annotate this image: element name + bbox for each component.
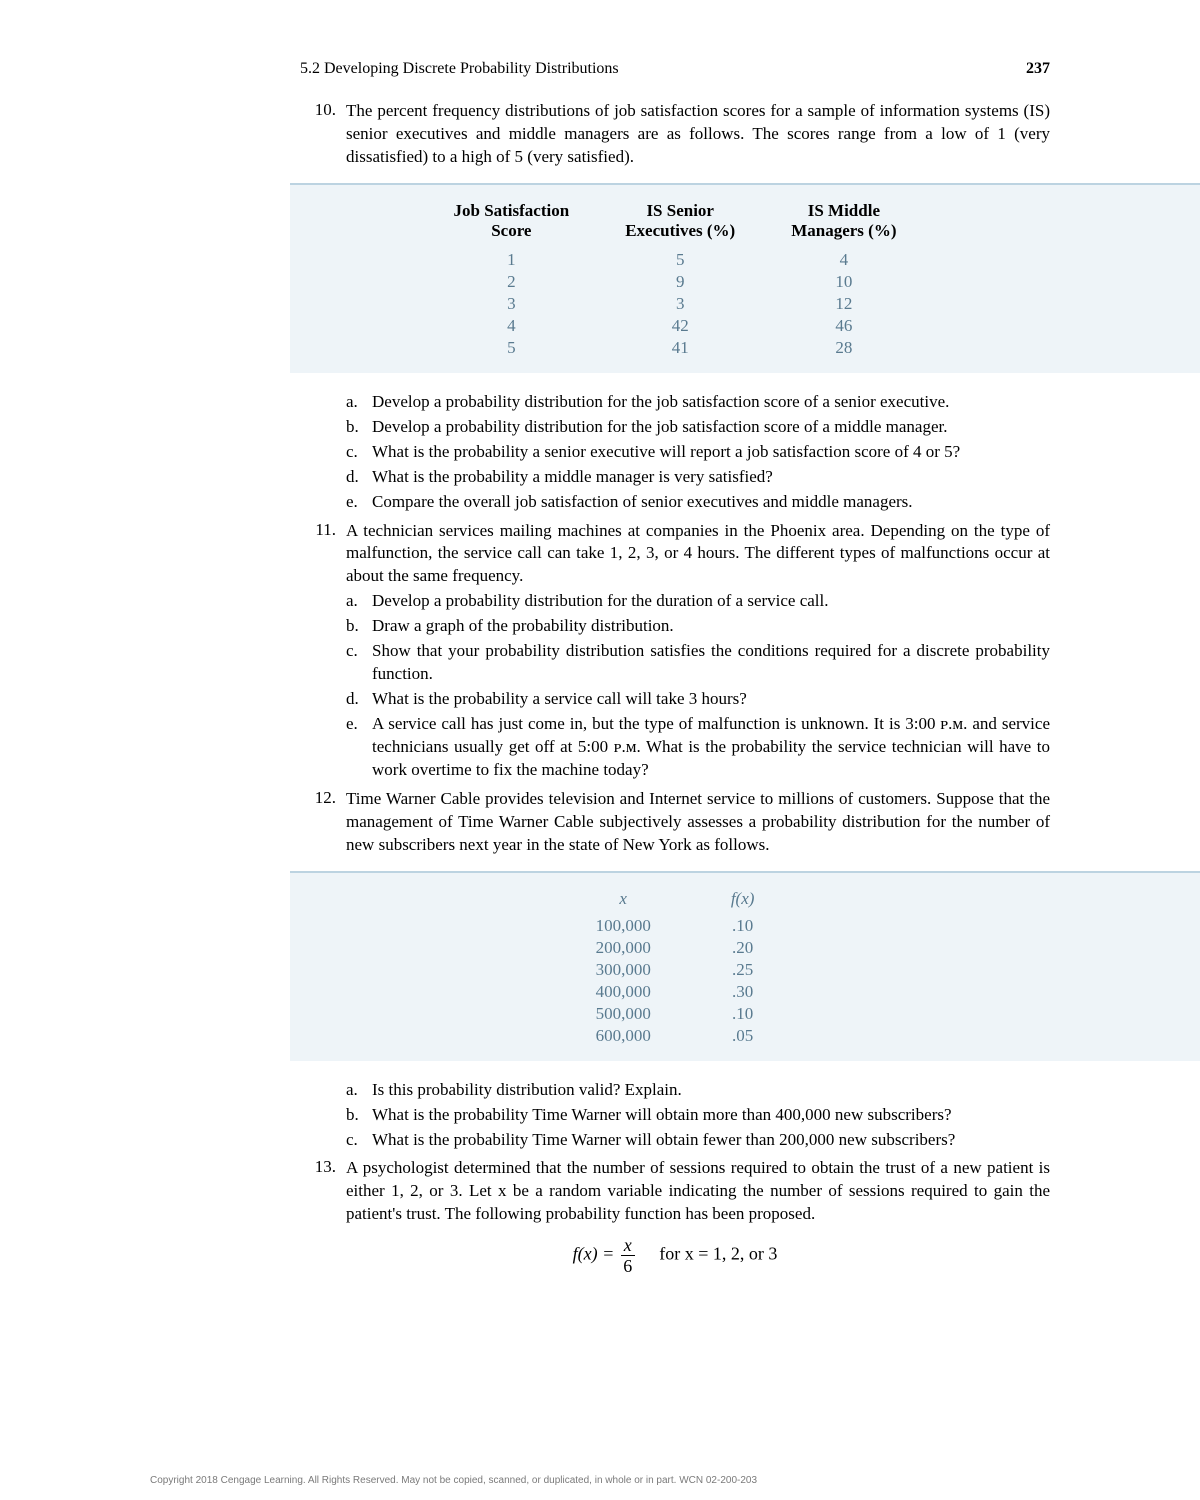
table-row: 44246 [425, 315, 924, 337]
sub-b: b.Draw a graph of the probability distri… [346, 615, 1050, 638]
sub-c: c.What is the probability Time Warner wi… [346, 1129, 1050, 1152]
problem-number: 10. [300, 100, 346, 169]
fraction: x 6 [621, 1236, 635, 1275]
section-label: 5.2 Developing Discrete Probability Dist… [300, 60, 619, 78]
problem-number: 13. [300, 1157, 346, 1226]
col-header: Job SatisfactionScore [425, 199, 597, 249]
sub-e: e.A service call has just come in, but t… [346, 713, 1050, 782]
problem-number: 12. [300, 788, 346, 857]
table: Job SatisfactionScore IS SeniorExecutive… [425, 199, 924, 359]
sub-a: a.Is this probability distribution valid… [346, 1079, 1050, 1102]
table-row: 400,000.30 [556, 981, 795, 1003]
equation: f(x) = x 6 for x = 1, 2, or 3 [300, 1236, 1050, 1275]
page-number: 237 [1026, 60, 1050, 78]
problem-text: The percent frequency distributions of j… [346, 100, 1050, 169]
table-row: 200,000.20 [556, 937, 795, 959]
problem-text: Time Warner Cable provides television an… [346, 788, 1050, 857]
problem-10-subs: a.Develop a probability distribution for… [300, 389, 1050, 514]
problem-text: A psychologist determined that the numbe… [346, 1157, 1050, 1226]
problem-number: 11. [300, 520, 346, 782]
col-header: IS SeniorExecutives (%) [597, 199, 763, 249]
table-job-satisfaction: Job SatisfactionScore IS SeniorExecutive… [290, 183, 1200, 373]
problem-text: A technician services mailing machines a… [346, 521, 1050, 586]
sub-d: d.What is the probability a service call… [346, 688, 1050, 711]
sub-a: a.Develop a probability distribution for… [346, 391, 1050, 414]
table-row: 600,000.05 [556, 1025, 795, 1047]
page: 5.2 Developing Discrete Probability Dist… [0, 0, 1200, 1500]
sub-c: c.What is the probability a senior execu… [346, 441, 1050, 464]
col-header: IS MiddleManagers (%) [763, 199, 924, 249]
table-row: 500,000.10 [556, 1003, 795, 1025]
table-row: 300,000.25 [556, 959, 795, 981]
table-row: 154 [425, 249, 924, 271]
problem-12: 12. Time Warner Cable provides televisio… [300, 788, 1050, 857]
sub-c: c.Show that your probability distributio… [346, 640, 1050, 686]
col-header: x [556, 887, 691, 915]
problem-11: 11. A technician services mailing machin… [300, 520, 1050, 782]
sub-b: b.Develop a probability distribution for… [346, 416, 1050, 439]
problem-12-subs: a.Is this probability distribution valid… [300, 1077, 1050, 1152]
table-row: 3312 [425, 293, 924, 315]
table-subscribers: x f(x) 100,000.10 200,000.20 300,000.25 … [290, 871, 1200, 1061]
problem-10: 10. The percent frequency distributions … [300, 100, 1050, 169]
col-header: f(x) [691, 887, 795, 915]
running-head: 5.2 Developing Discrete Probability Dist… [300, 60, 1050, 78]
problem-13: 13. A psychologist determined that the n… [300, 1157, 1050, 1226]
table-row: 2910 [425, 271, 924, 293]
table-row: 100,000.10 [556, 915, 795, 937]
sub-d: d.What is the probability a middle manag… [346, 466, 1050, 489]
sub-b: b.What is the probability Time Warner wi… [346, 1104, 1050, 1127]
table: x f(x) 100,000.10 200,000.20 300,000.25 … [556, 887, 795, 1047]
sub-e: e.Compare the overall job satisfaction o… [346, 491, 1050, 514]
copyright: Copyright 2018 Cengage Learning. All Rig… [150, 1475, 1050, 1486]
sub-a: a.Develop a probability distribution for… [346, 590, 1050, 613]
table-row: 54128 [425, 337, 924, 359]
